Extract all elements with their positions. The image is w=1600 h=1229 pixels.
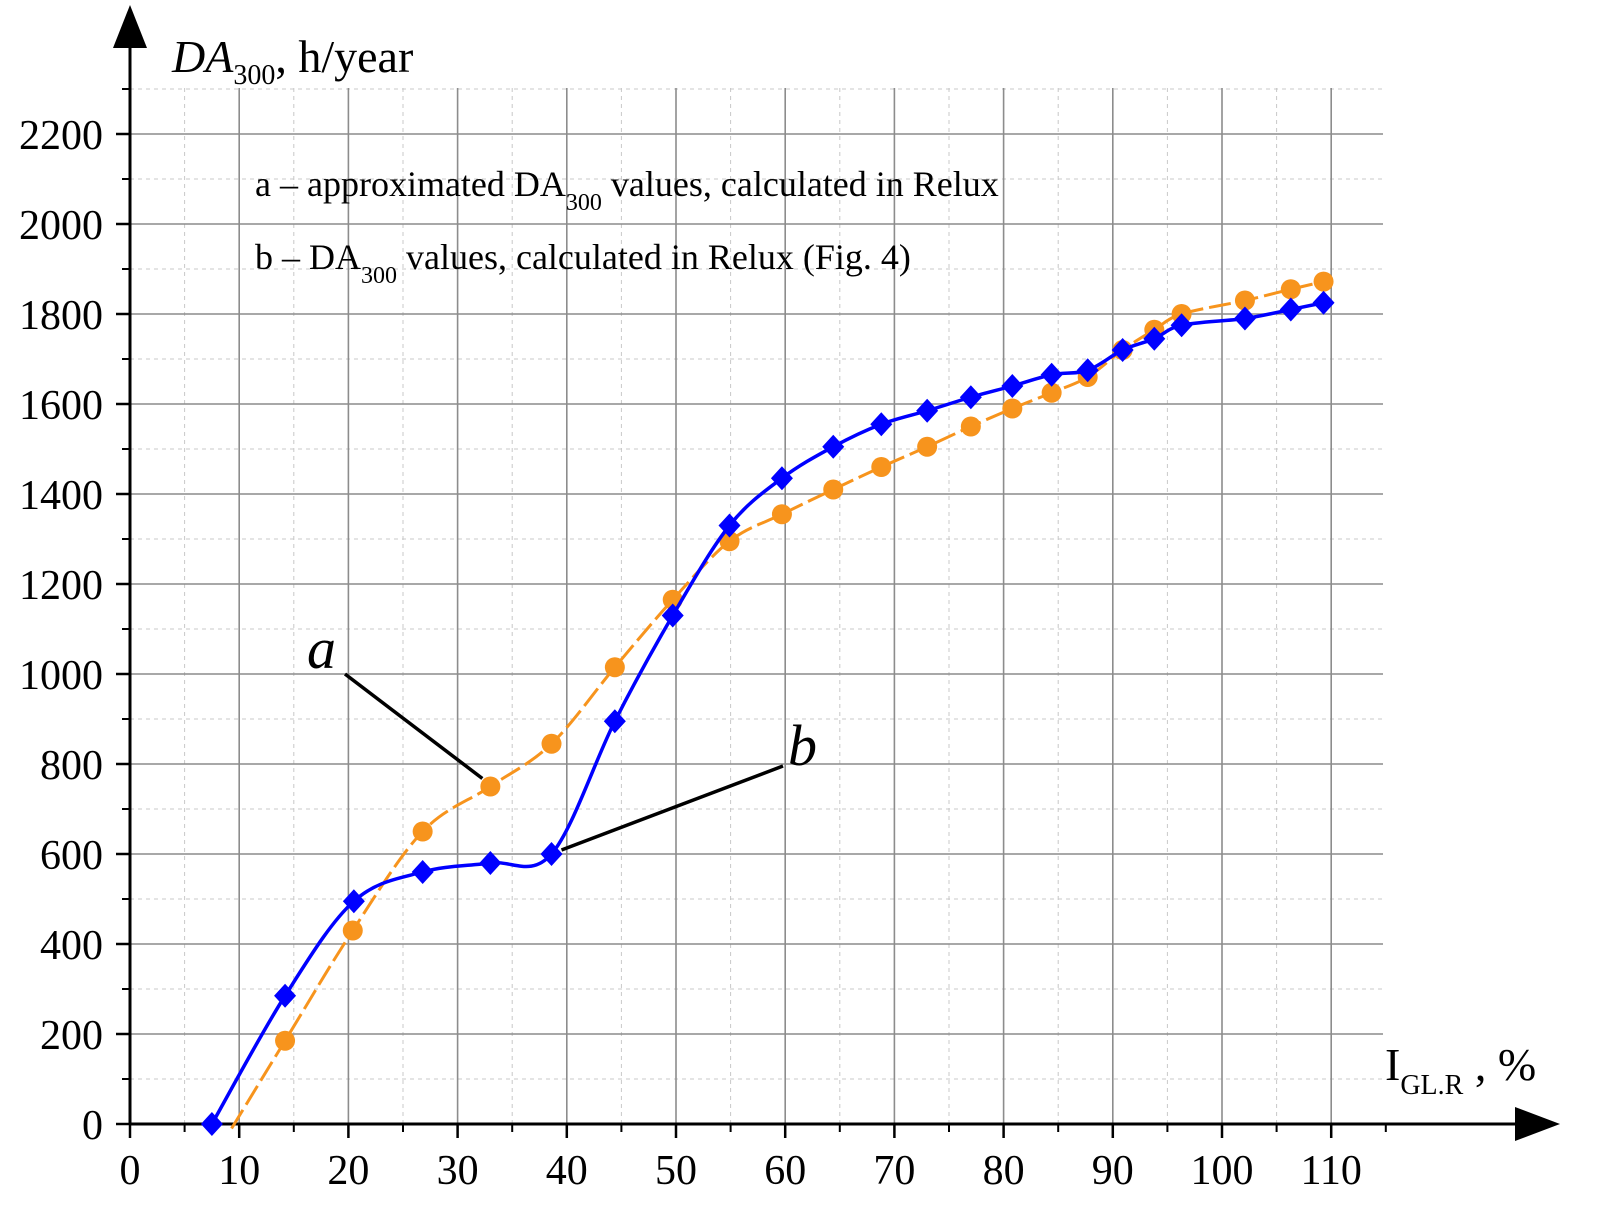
- series-a-point: [1002, 398, 1023, 419]
- y-tick-label: 0: [82, 1103, 103, 1149]
- x-tick-label: 100: [1191, 1148, 1254, 1194]
- legend-entry-b-suffix: values, calculated in Relux (Fig. 4): [397, 237, 911, 277]
- legend: a – approximated DA300 values, calculate…: [255, 164, 999, 289]
- y-tick-label: 1400: [19, 473, 103, 519]
- y-axis-title-suffix: , h/year: [275, 31, 413, 82]
- x-tick-label: 40: [546, 1148, 588, 1194]
- y-tick-label: 1200: [19, 563, 103, 609]
- series-b-point: [274, 983, 297, 1008]
- x-tick-label: 80: [983, 1148, 1025, 1194]
- series-a-point: [342, 920, 363, 941]
- series-b-point: [1143, 326, 1166, 351]
- series-b-point: [540, 842, 563, 866]
- series-b-point: [870, 412, 893, 437]
- x-tick-label: 50: [655, 1148, 697, 1194]
- series-a-point: [719, 531, 740, 552]
- series-a-point: [771, 504, 792, 525]
- axes: 0 10 20 30 40 50 60 70 80 90 100 110 0 200 400 600 800 10…: [19, 5, 1560, 1194]
- series-b-point: [822, 434, 845, 459]
- legend-entry-b: b – DA300 values, calculated in Relux (F…: [255, 237, 911, 289]
- series-b-point: [770, 466, 793, 491]
- x-tick-label: 110: [1300, 1148, 1361, 1194]
- series-a-point: [412, 821, 433, 842]
- legend-entry-b-prefix: b – DA: [255, 237, 361, 277]
- legend-entry-b-sub: 300: [361, 263, 397, 289]
- series-a-point: [275, 1030, 296, 1051]
- y-axis-title-sub: 300: [233, 60, 275, 91]
- callout-line-b: [560, 764, 784, 852]
- y-tick-label: 400: [40, 923, 103, 969]
- y-axis-title: DA300, h/year: [171, 31, 413, 91]
- series-b-point: [661, 603, 684, 628]
- series-a-point: [871, 457, 892, 477]
- y-axis-title-main: DA: [171, 31, 234, 82]
- series-a-point: [604, 657, 625, 678]
- y-axis-arrow-icon: [113, 5, 147, 48]
- series-a-point: [1280, 279, 1301, 300]
- series-b-point: [1040, 362, 1063, 387]
- series-a-point: [823, 479, 844, 500]
- series-a-point: [541, 733, 562, 754]
- series-b-point: [200, 1112, 223, 1136]
- series-b-point: [411, 860, 434, 884]
- y-tick-label: 2200: [19, 113, 103, 159]
- series-b-point: [1312, 290, 1335, 315]
- x-tick-label: 20: [327, 1148, 369, 1194]
- x-tick-label: 60: [764, 1148, 806, 1194]
- curve-label-a: a: [307, 616, 336, 681]
- series: [200, 271, 1335, 1136]
- series-b: [200, 290, 1335, 1136]
- curve-label-b: b: [788, 713, 817, 778]
- series-b-point: [1076, 358, 1099, 383]
- series-a-point: [960, 416, 981, 437]
- y-tick-label: 1000: [19, 653, 103, 699]
- series-a-point: [1041, 382, 1062, 403]
- series-b-point: [959, 385, 982, 410]
- series-b-point: [479, 851, 502, 875]
- y-tick-label: 1800: [19, 293, 103, 339]
- series-b-point: [1233, 306, 1256, 331]
- series-a: [230, 271, 1334, 1130]
- series-b-point: [1279, 297, 1302, 322]
- x-axis-title: IGL.R , %: [1385, 1039, 1536, 1101]
- x-axis-title-sub: GL.R: [1400, 1070, 1463, 1101]
- text: DA300, h/year IGL.R , % a – approximated…: [171, 31, 1536, 1101]
- series-b-line: [210, 301, 1324, 1125]
- legend-entry-a-suffix: values, calculated in Relux: [602, 164, 999, 204]
- series-a-point: [917, 436, 938, 457]
- series-a-point: [480, 776, 501, 797]
- y-tick-label: 800: [40, 743, 103, 789]
- y-tick-label: 2000: [19, 203, 103, 249]
- series-b-point: [1001, 374, 1024, 398]
- y-tick-label: 200: [40, 1013, 103, 1059]
- x-axis-title-suffix: , %: [1463, 1039, 1536, 1090]
- legend-entry-a-sub: 300: [566, 190, 602, 216]
- series-a-point: [1313, 271, 1334, 292]
- callout-line-a: [343, 672, 484, 780]
- series-b-point: [718, 513, 741, 538]
- series-b-point: [342, 889, 365, 914]
- x-tick-label: 0: [120, 1148, 141, 1194]
- series-a-line: [230, 280, 1324, 1130]
- series-b-point: [1111, 338, 1134, 362]
- series-b-point: [1170, 313, 1193, 338]
- x-axis-arrow-icon: [1515, 1107, 1560, 1141]
- y-tick-label: 1600: [19, 383, 103, 429]
- x-tick-label: 10: [218, 1148, 260, 1194]
- x-tick-label: 90: [1092, 1148, 1134, 1194]
- series-a-point: [1234, 290, 1255, 311]
- legend-entry-a-prefix: a – approximated DA: [255, 164, 566, 204]
- series-b-point: [916, 398, 939, 423]
- x-axis-title-main: I: [1385, 1039, 1400, 1090]
- series-b-point: [603, 709, 626, 734]
- y-tick-label: 600: [40, 833, 103, 879]
- x-tick-label: 70: [873, 1148, 915, 1194]
- x-tick-label: 30: [437, 1148, 479, 1194]
- legend-entry-a: a – approximated DA300 values, calculate…: [255, 164, 999, 216]
